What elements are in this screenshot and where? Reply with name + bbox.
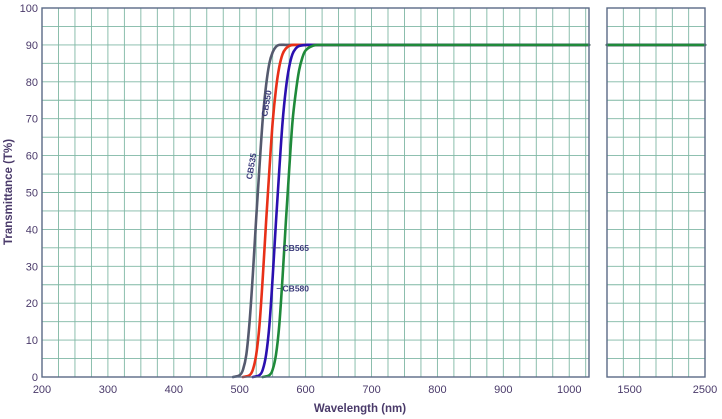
- y-tick-label: 60: [26, 151, 38, 163]
- x-axis-title: Wavelength (nm): [314, 403, 406, 415]
- series-label-cb580: CB580: [283, 283, 310, 293]
- x-tick-label: 300: [99, 384, 117, 396]
- x-tick-label: 1500: [617, 384, 641, 396]
- y-tick-label: 50: [26, 188, 38, 200]
- x-tick-label: 500: [231, 384, 249, 396]
- label-layer: 200 300 400 500 600 700 800 900 1000 1500 2500 0 10 2…: [20, 3, 718, 396]
- frame-layer: [41, 7, 706, 378]
- x-tick-label: 700: [362, 384, 380, 396]
- series-layer: [231, 43, 707, 379]
- x-tick-label: 2500: [693, 384, 717, 396]
- x-tick-label: 600: [296, 384, 314, 396]
- series-label-cb565: CB565: [283, 243, 310, 253]
- x-tick-label: 200: [33, 384, 51, 396]
- y-tick-label: 0: [32, 372, 38, 384]
- series-label-cb550: CB550: [259, 89, 273, 117]
- y-tick-label: 30: [26, 261, 38, 273]
- grid-layer: [41, 7, 706, 378]
- x-tick-label: 800: [428, 384, 446, 396]
- x-tick-label: 1000: [557, 384, 581, 396]
- y-tick-label: 10: [26, 335, 38, 347]
- plot-frame-2: [606, 7, 706, 378]
- x-tick-label: 400: [165, 384, 183, 396]
- y-tick-label: 100: [20, 3, 38, 15]
- plot-frame-1: [41, 7, 590, 378]
- series-line-cb580-panel-1: [261, 43, 591, 379]
- y-tick-label: 40: [26, 224, 38, 236]
- y-axis-title: Transmittance (T%): [3, 139, 15, 245]
- x-tick-label: 900: [494, 384, 512, 396]
- series-label-cb535: CB535: [244, 152, 258, 180]
- y-tick-label: 70: [26, 114, 38, 126]
- y-tick-label: 20: [26, 298, 38, 310]
- y-tick-label: 80: [26, 77, 38, 89]
- y-tick-label: 90: [26, 40, 38, 52]
